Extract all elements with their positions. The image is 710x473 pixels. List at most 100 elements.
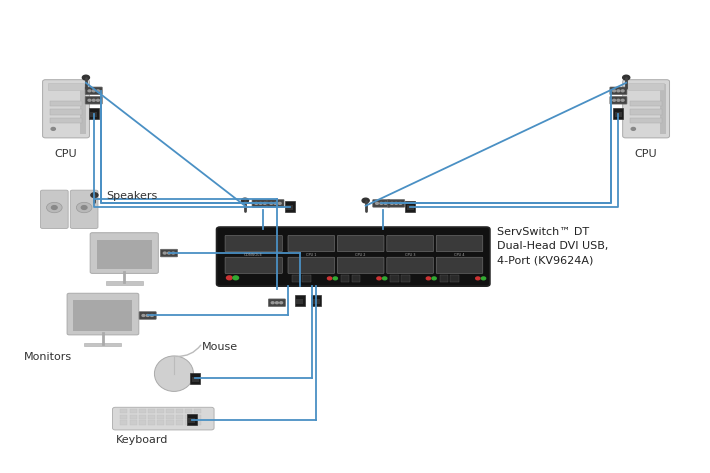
Text: Keyboard: Keyboard: [116, 435, 168, 445]
Bar: [130, 420, 137, 425]
FancyBboxPatch shape: [267, 200, 284, 207]
Bar: [187, 414, 197, 425]
FancyBboxPatch shape: [337, 236, 384, 252]
Circle shape: [91, 193, 98, 198]
Bar: [439, 274, 448, 281]
Bar: [613, 108, 623, 119]
Circle shape: [621, 90, 624, 92]
Bar: [630, 101, 662, 106]
FancyBboxPatch shape: [337, 257, 384, 273]
Circle shape: [146, 315, 149, 316]
Bar: [292, 274, 300, 281]
FancyBboxPatch shape: [67, 293, 139, 335]
Bar: [84, 343, 121, 346]
FancyBboxPatch shape: [43, 79, 89, 138]
Circle shape: [278, 202, 281, 204]
FancyBboxPatch shape: [436, 236, 483, 252]
Circle shape: [259, 202, 262, 204]
Bar: [89, 108, 99, 119]
Bar: [391, 274, 399, 281]
FancyBboxPatch shape: [288, 257, 334, 273]
FancyBboxPatch shape: [217, 227, 490, 286]
Bar: [295, 295, 305, 306]
Text: CPU 1: CPU 1: [306, 253, 317, 257]
Circle shape: [163, 252, 166, 254]
Bar: [148, 409, 155, 413]
Circle shape: [631, 127, 635, 130]
Bar: [192, 377, 199, 382]
Circle shape: [142, 315, 145, 316]
Bar: [48, 84, 84, 90]
Bar: [302, 274, 311, 281]
FancyBboxPatch shape: [373, 200, 390, 207]
Bar: [121, 415, 128, 419]
Circle shape: [432, 277, 436, 280]
Text: CPU 4: CPU 4: [454, 253, 465, 257]
Circle shape: [617, 99, 620, 101]
Circle shape: [255, 202, 258, 204]
FancyBboxPatch shape: [268, 299, 285, 307]
Bar: [311, 295, 321, 306]
Circle shape: [270, 202, 273, 204]
Bar: [195, 409, 202, 413]
Bar: [176, 415, 183, 419]
FancyBboxPatch shape: [139, 312, 156, 319]
Bar: [80, 84, 86, 133]
Circle shape: [426, 277, 430, 280]
Bar: [50, 101, 82, 106]
Circle shape: [327, 277, 332, 280]
Circle shape: [384, 202, 387, 204]
Circle shape: [263, 202, 266, 204]
Bar: [121, 409, 128, 413]
Circle shape: [481, 277, 486, 280]
Circle shape: [92, 90, 95, 92]
Circle shape: [380, 202, 383, 204]
FancyBboxPatch shape: [90, 233, 158, 273]
Bar: [628, 84, 664, 90]
Bar: [185, 415, 192, 419]
Circle shape: [51, 127, 55, 130]
Bar: [351, 274, 360, 281]
Bar: [90, 112, 97, 117]
Bar: [158, 415, 165, 419]
Circle shape: [226, 276, 232, 280]
Bar: [106, 281, 143, 285]
Text: CPU 2: CPU 2: [356, 253, 366, 257]
Bar: [166, 415, 174, 419]
Bar: [285, 201, 295, 212]
Bar: [130, 415, 137, 419]
Bar: [615, 112, 622, 117]
Bar: [158, 420, 165, 425]
Circle shape: [613, 99, 616, 101]
Bar: [450, 274, 459, 281]
Text: Monitors: Monitors: [24, 352, 72, 362]
Circle shape: [275, 302, 278, 304]
FancyBboxPatch shape: [160, 249, 178, 257]
Circle shape: [82, 75, 89, 80]
FancyBboxPatch shape: [436, 257, 483, 273]
Bar: [405, 201, 415, 212]
Bar: [176, 409, 183, 413]
Bar: [176, 420, 183, 425]
Circle shape: [47, 202, 62, 213]
Circle shape: [51, 206, 57, 210]
Circle shape: [377, 277, 381, 280]
Circle shape: [88, 90, 91, 92]
Bar: [148, 420, 155, 425]
FancyBboxPatch shape: [288, 236, 334, 252]
Bar: [130, 409, 137, 413]
Bar: [296, 299, 303, 304]
FancyBboxPatch shape: [387, 257, 433, 273]
FancyBboxPatch shape: [388, 200, 405, 207]
Circle shape: [362, 198, 369, 203]
Bar: [185, 420, 192, 425]
Bar: [190, 373, 200, 384]
Bar: [195, 415, 202, 419]
Bar: [148, 415, 155, 419]
Circle shape: [383, 277, 387, 280]
Bar: [407, 205, 414, 210]
Circle shape: [88, 99, 91, 101]
Text: Speakers: Speakers: [106, 191, 158, 201]
Bar: [660, 84, 666, 133]
Text: Mouse: Mouse: [202, 342, 239, 352]
